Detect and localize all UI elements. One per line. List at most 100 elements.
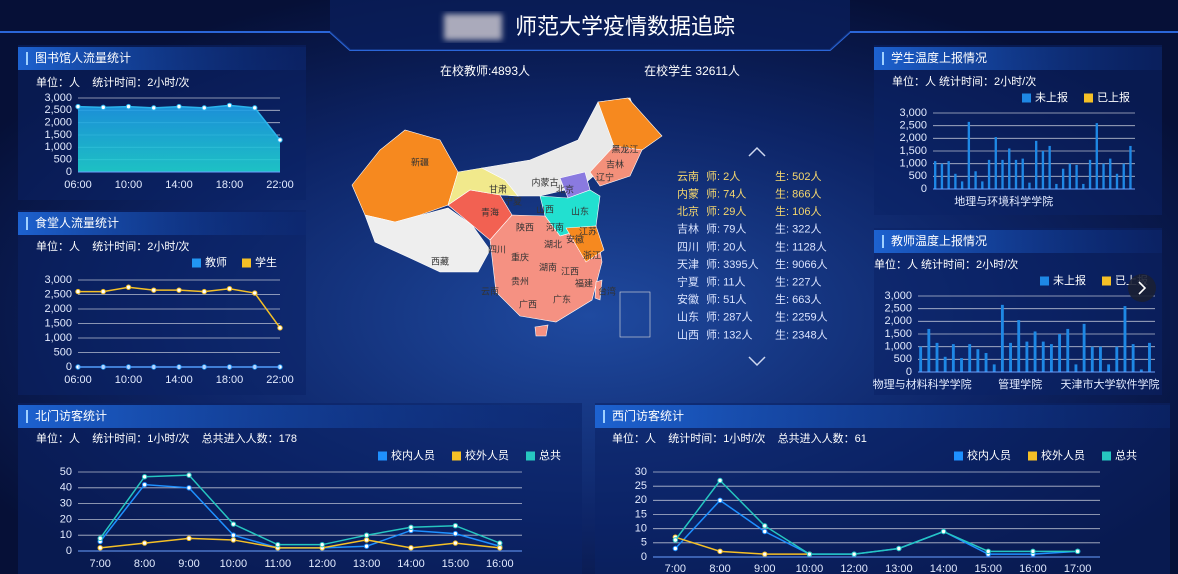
point <box>226 286 233 292</box>
point <box>230 537 237 543</box>
province-cell: 生: 1128人 <box>775 239 827 253</box>
map-label: 甘肃 <box>489 183 507 194</box>
point <box>275 541 281 548</box>
button-icon <box>1138 281 1147 295</box>
panel-header <box>18 47 306 70</box>
panel <box>595 403 1170 574</box>
point <box>97 535 103 542</box>
province-cell: 生: 502人 <box>775 169 821 183</box>
x-tick-label: 8:00 <box>709 563 730 574</box>
button-bg <box>1128 274 1156 302</box>
y-tick-label: 5 <box>641 537 647 549</box>
x-tick-label: 14:00 <box>165 179 193 191</box>
bar <box>927 328 931 372</box>
map-label: 台湾 <box>598 285 616 296</box>
y-tick-label: 2,000 <box>44 303 72 315</box>
bar <box>1009 342 1012 372</box>
panel-title: 图书馆人流量统计 <box>35 50 131 65</box>
map-label: 山西 <box>536 204 554 214</box>
header-accent <box>603 410 605 423</box>
y-tick-label: 1,000 <box>899 158 927 170</box>
map-label: 福建 <box>575 277 593 288</box>
point <box>319 541 325 548</box>
y-tick-label: 1,500 <box>884 328 912 340</box>
bar <box>1075 164 1078 189</box>
y-tick-label: 2,000 <box>44 117 72 129</box>
map-label: 北京 <box>556 183 574 194</box>
panel-title: 西门访客统计 <box>612 408 684 423</box>
point <box>186 535 192 542</box>
bar <box>1099 346 1102 372</box>
bar <box>994 137 997 189</box>
panel-header <box>18 405 582 428</box>
point <box>141 540 148 546</box>
map-label: 江苏 <box>579 225 597 236</box>
map-region <box>565 225 605 263</box>
bar <box>974 171 977 189</box>
x-tick-label: 8:00 <box>134 558 155 570</box>
province-cell: 山西 <box>677 328 699 341</box>
header-accent <box>26 217 28 230</box>
point <box>363 537 370 543</box>
y-tick-label: 0 <box>641 551 647 563</box>
point <box>75 288 81 295</box>
map-label: 四川 <box>488 244 506 254</box>
bar <box>1082 183 1085 189</box>
china-map <box>351 97 663 338</box>
x-tick-label: 天津市大学软件学院 <box>1061 377 1160 391</box>
bar <box>1041 151 1045 189</box>
y-tick-label: 2,500 <box>44 104 72 116</box>
point <box>151 105 157 111</box>
map-label: 青海 <box>481 206 499 217</box>
legend-label: 校内人员 <box>967 448 1011 462</box>
next-button[interactable] <box>1128 274 1156 302</box>
y-tick-label: 40 <box>60 482 72 494</box>
legend-label: 总共 <box>1115 448 1137 462</box>
point <box>230 532 237 538</box>
point <box>497 545 503 551</box>
bar <box>1107 364 1111 372</box>
panel <box>18 403 582 574</box>
bar <box>1061 168 1065 189</box>
point <box>717 548 723 555</box>
x-tick-label: 10:00 <box>220 558 248 570</box>
y-tick-label: 0 <box>66 166 72 178</box>
bar <box>960 181 964 189</box>
map-label: 云南 <box>481 285 499 296</box>
bar <box>960 358 963 372</box>
scroll-up[interactable] <box>748 146 766 157</box>
point <box>452 540 459 546</box>
point <box>717 477 723 484</box>
y-tick-label: 2,000 <box>899 132 927 144</box>
x-tick-label: 12:00 <box>840 563 868 574</box>
x-tick-label: 16:00 <box>486 558 514 570</box>
bar <box>919 346 923 372</box>
x-tick-label: 管理学院 <box>998 377 1042 391</box>
point <box>806 551 813 557</box>
legend-swatch <box>1102 451 1111 461</box>
page-title: 师范大学疫情数据追踪 <box>515 14 735 39</box>
x-tick-label: 14:00 <box>397 558 425 570</box>
bar <box>1001 159 1004 189</box>
map-label: 广东 <box>553 293 571 304</box>
bar <box>934 161 937 189</box>
y-tick-label: 500 <box>909 170 927 182</box>
bar <box>1028 182 1031 189</box>
scroll-down[interactable] <box>748 356 766 367</box>
bar <box>981 181 984 189</box>
province-cell: 生: 2259人 <box>775 310 828 324</box>
map-label: 内蒙古 <box>531 176 558 187</box>
bar <box>1033 331 1037 372</box>
bar <box>1122 163 1125 189</box>
y-tick-label: 15 <box>635 508 647 520</box>
y-tick-label: 1,000 <box>44 332 72 344</box>
point <box>277 325 283 331</box>
line <box>100 537 500 549</box>
map-label: 新疆 <box>411 156 429 167</box>
legend-swatch <box>242 258 251 268</box>
x-tick-label: 10:00 <box>115 179 143 191</box>
legend-swatch <box>1028 451 1037 461</box>
bar <box>1088 159 1092 189</box>
inset-box <box>619 291 651 338</box>
y-tick-label: 0 <box>921 183 927 195</box>
